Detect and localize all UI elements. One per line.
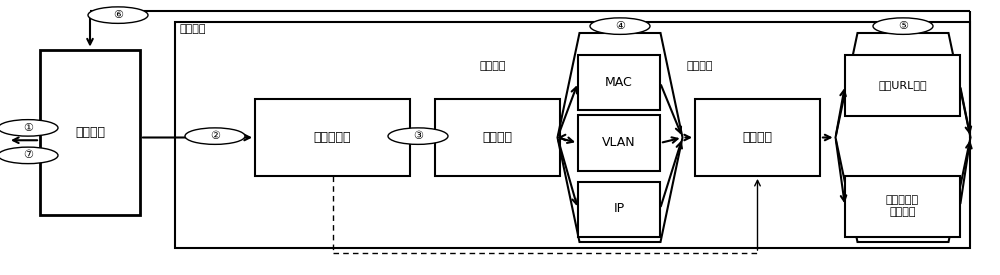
- Text: ⑦: ⑦: [23, 150, 33, 160]
- Text: ④: ④: [615, 21, 625, 31]
- Bar: [578, 55, 660, 110]
- Text: 收包及解析: 收包及解析: [314, 131, 351, 144]
- Text: ②: ②: [210, 131, 220, 141]
- Bar: [578, 182, 660, 236]
- Text: ③: ③: [413, 131, 423, 141]
- Text: 高级过滤: 高级过滤: [742, 131, 772, 144]
- Circle shape: [388, 128, 448, 144]
- Bar: [255, 99, 410, 176]
- Text: ⑤: ⑤: [898, 21, 908, 31]
- Text: IP: IP: [613, 202, 625, 216]
- Circle shape: [0, 147, 58, 164]
- Text: 基于URL过滤: 基于URL过滤: [878, 80, 927, 90]
- Circle shape: [873, 18, 933, 34]
- Bar: [845, 55, 960, 116]
- Text: VLAN: VLAN: [602, 136, 636, 150]
- Text: MAC: MAC: [605, 76, 633, 89]
- Bar: [578, 116, 660, 170]
- Text: 计算单元: 计算单元: [180, 24, 207, 34]
- Text: ⑥: ⑥: [113, 10, 123, 20]
- Text: 基础过滤: 基础过滤: [482, 131, 512, 144]
- Bar: [695, 99, 820, 176]
- Text: 交换单元: 交换单元: [75, 125, 105, 139]
- Text: 基于传输层
负载过滤: 基于传输层 负载过滤: [886, 196, 919, 217]
- Bar: [40, 50, 140, 215]
- Circle shape: [0, 120, 58, 136]
- Text: 基础匹配: 基础匹配: [480, 61, 506, 71]
- Circle shape: [185, 128, 245, 144]
- Text: ①: ①: [23, 123, 33, 133]
- Text: 高级匹配: 高级匹配: [687, 61, 713, 71]
- Circle shape: [590, 18, 650, 34]
- Bar: [175, 22, 970, 248]
- Bar: [435, 99, 560, 176]
- Circle shape: [88, 7, 148, 23]
- Bar: [845, 176, 960, 236]
